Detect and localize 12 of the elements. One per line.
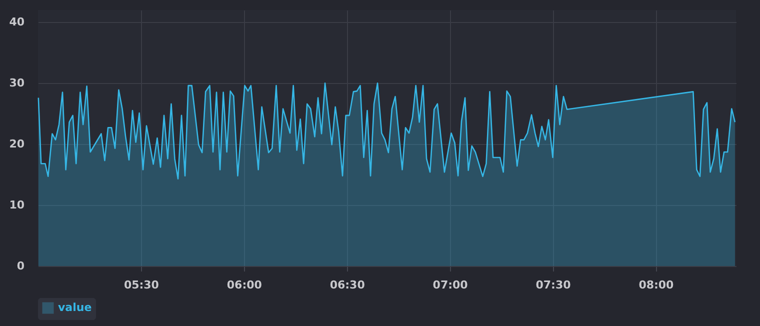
x-tick-label: 07:30 bbox=[536, 278, 572, 292]
y-tick-label: 0 bbox=[16, 260, 25, 272]
legend-label: value bbox=[58, 301, 92, 314]
y-tick-label: 10 bbox=[9, 198, 25, 212]
x-tick-label: 06:30 bbox=[330, 278, 366, 292]
x-tick-label: 07:00 bbox=[432, 278, 468, 292]
x-tick-label: 06:00 bbox=[226, 278, 262, 292]
y-tick-label: 40 bbox=[9, 16, 25, 29]
x-tick-label: 05:30 bbox=[124, 278, 160, 292]
y-tick-label: 30 bbox=[9, 76, 25, 90]
x-tick-label: 08:00 bbox=[638, 278, 674, 292]
y-tick-label: 20 bbox=[9, 138, 25, 151]
